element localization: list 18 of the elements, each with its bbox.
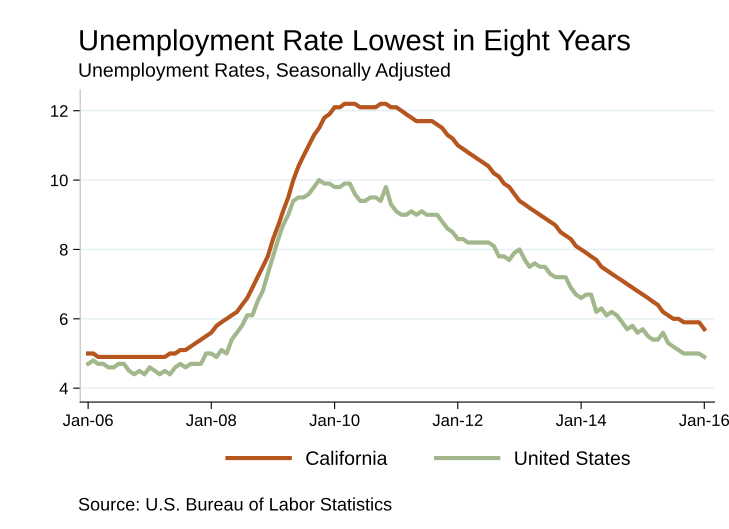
y-tick-label: 8 [60, 244, 68, 256]
legend-label: United States [515, 450, 630, 466]
y-tick-label: 4 [60, 382, 68, 394]
x-tick-label: Jan-06 [62, 414, 113, 426]
x-tick-label: Jan-08 [186, 414, 236, 426]
x-tick-label: Jan-10 [309, 414, 360, 426]
source-note: Source: U.S. Bureau of Labor Statistics [78, 497, 392, 511]
legend-label: California [306, 450, 388, 466]
chart-subtitle: Unemployment Rates, Seasonally Adjusted [80, 62, 450, 81]
line-series [86, 178, 706, 376]
line-series [86, 102, 706, 360]
x-tick-label: Jan-12 [432, 414, 482, 426]
y-tick-label: 10 [51, 174, 68, 186]
x-tick-label: Jan-14 [556, 414, 606, 426]
y-tick-label: 6 [60, 313, 68, 326]
x-tick-label: Jan-16 [679, 414, 729, 426]
y-tick-label: 12 [51, 105, 68, 117]
chart-title: Unemployment Rate Lowest in Eight Years [80, 29, 630, 56]
